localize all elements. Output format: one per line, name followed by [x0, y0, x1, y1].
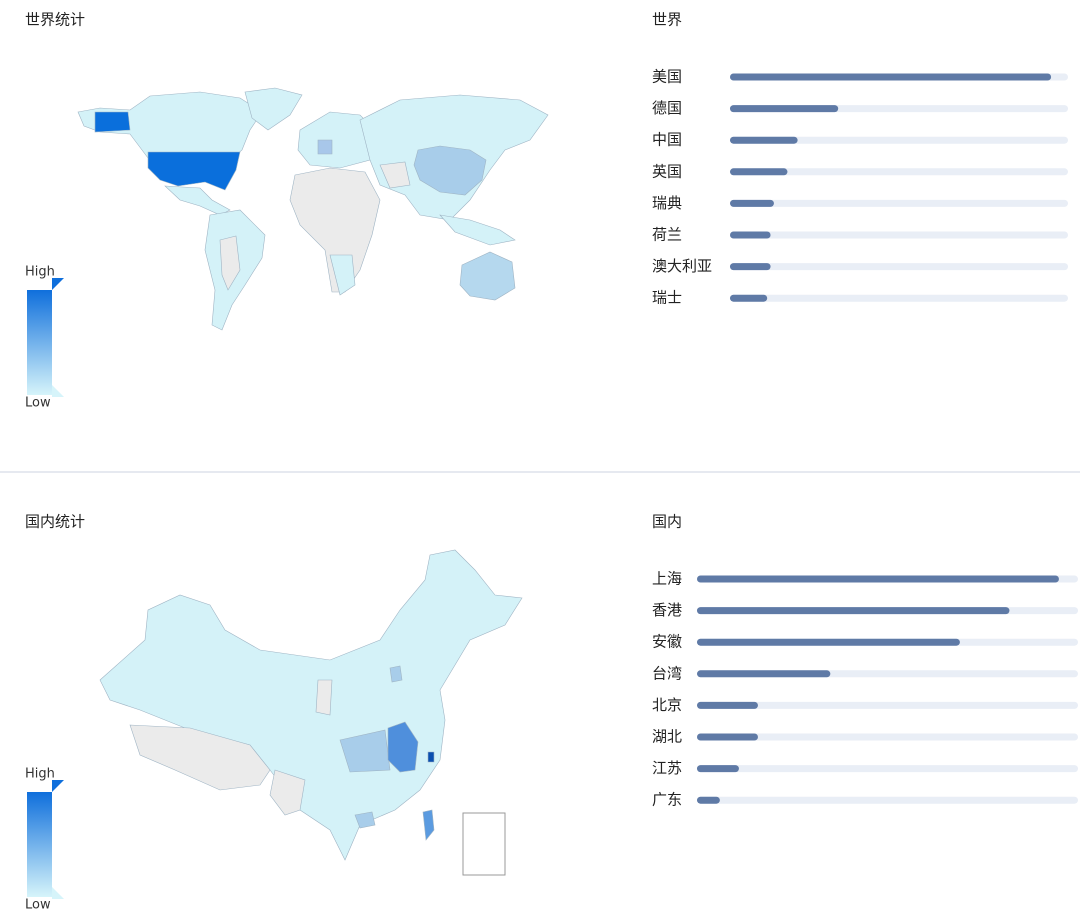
china-map	[99, 549, 523, 876]
legend-handle	[52, 780, 64, 792]
bar	[730, 136, 798, 144]
bar	[697, 670, 831, 678]
section-title: 世界统计	[25, 11, 85, 29]
category-label: 北京	[652, 696, 682, 714]
bar-track	[697, 701, 1078, 709]
legend-handle	[52, 385, 64, 397]
category-label: 英国	[652, 162, 682, 180]
legend-handle	[52, 278, 64, 290]
bar	[697, 701, 758, 709]
bar	[697, 575, 1059, 583]
bar-track	[730, 136, 1068, 144]
category-label: 美国	[652, 68, 682, 86]
legend-low: Low	[25, 396, 51, 411]
category-label: 江苏	[652, 759, 682, 777]
category-label: 上海	[652, 570, 682, 588]
legend-low: Low	[25, 898, 51, 913]
section-title: 国内统计	[25, 513, 85, 531]
bar-track	[730, 199, 1068, 207]
bar	[730, 199, 774, 207]
category-label: 湖北	[652, 728, 682, 746]
legend-gradient	[27, 290, 52, 395]
legend-high: High	[25, 767, 55, 782]
bar	[697, 796, 720, 804]
bar	[697, 733, 758, 741]
bar	[730, 263, 771, 271]
bar-track	[730, 231, 1068, 239]
category-label: 安徽	[652, 633, 682, 651]
category-label: 香港	[652, 601, 682, 619]
ranking-title: 世界	[652, 11, 682, 29]
category-label: 瑞士	[652, 289, 682, 307]
bar-track	[697, 796, 1078, 804]
category-label: 澳大利亚	[652, 257, 712, 275]
category-label: 台湾	[652, 664, 682, 682]
bar-track	[730, 168, 1068, 176]
bar	[730, 168, 788, 176]
ranking-title: 国内	[652, 513, 682, 531]
bar-track	[730, 263, 1068, 271]
bar	[697, 607, 1010, 615]
bar	[730, 231, 771, 239]
category-label: 瑞典	[652, 194, 682, 212]
category-label: 德国	[652, 99, 682, 117]
legend-high: High	[25, 265, 55, 280]
legend-handle	[52, 887, 64, 899]
bar-track	[730, 294, 1068, 302]
bar	[730, 105, 839, 113]
bar	[730, 294, 768, 302]
bar	[730, 73, 1052, 81]
category-label: 广东	[652, 791, 682, 809]
bar-track	[697, 733, 1078, 741]
legend-gradient	[27, 792, 52, 897]
bar	[697, 765, 739, 773]
bar-track	[697, 765, 1078, 773]
bar	[697, 638, 960, 646]
category-label: 中国	[652, 131, 682, 149]
category-label: 荷兰	[652, 226, 682, 244]
world-map	[77, 87, 549, 331]
